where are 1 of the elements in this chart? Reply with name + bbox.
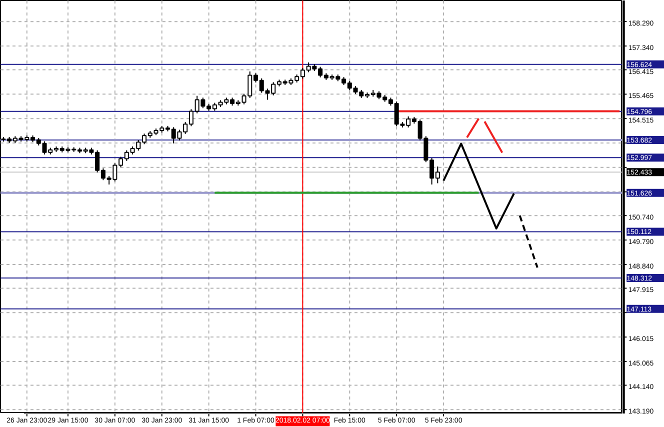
line-series <box>442 142 515 230</box>
